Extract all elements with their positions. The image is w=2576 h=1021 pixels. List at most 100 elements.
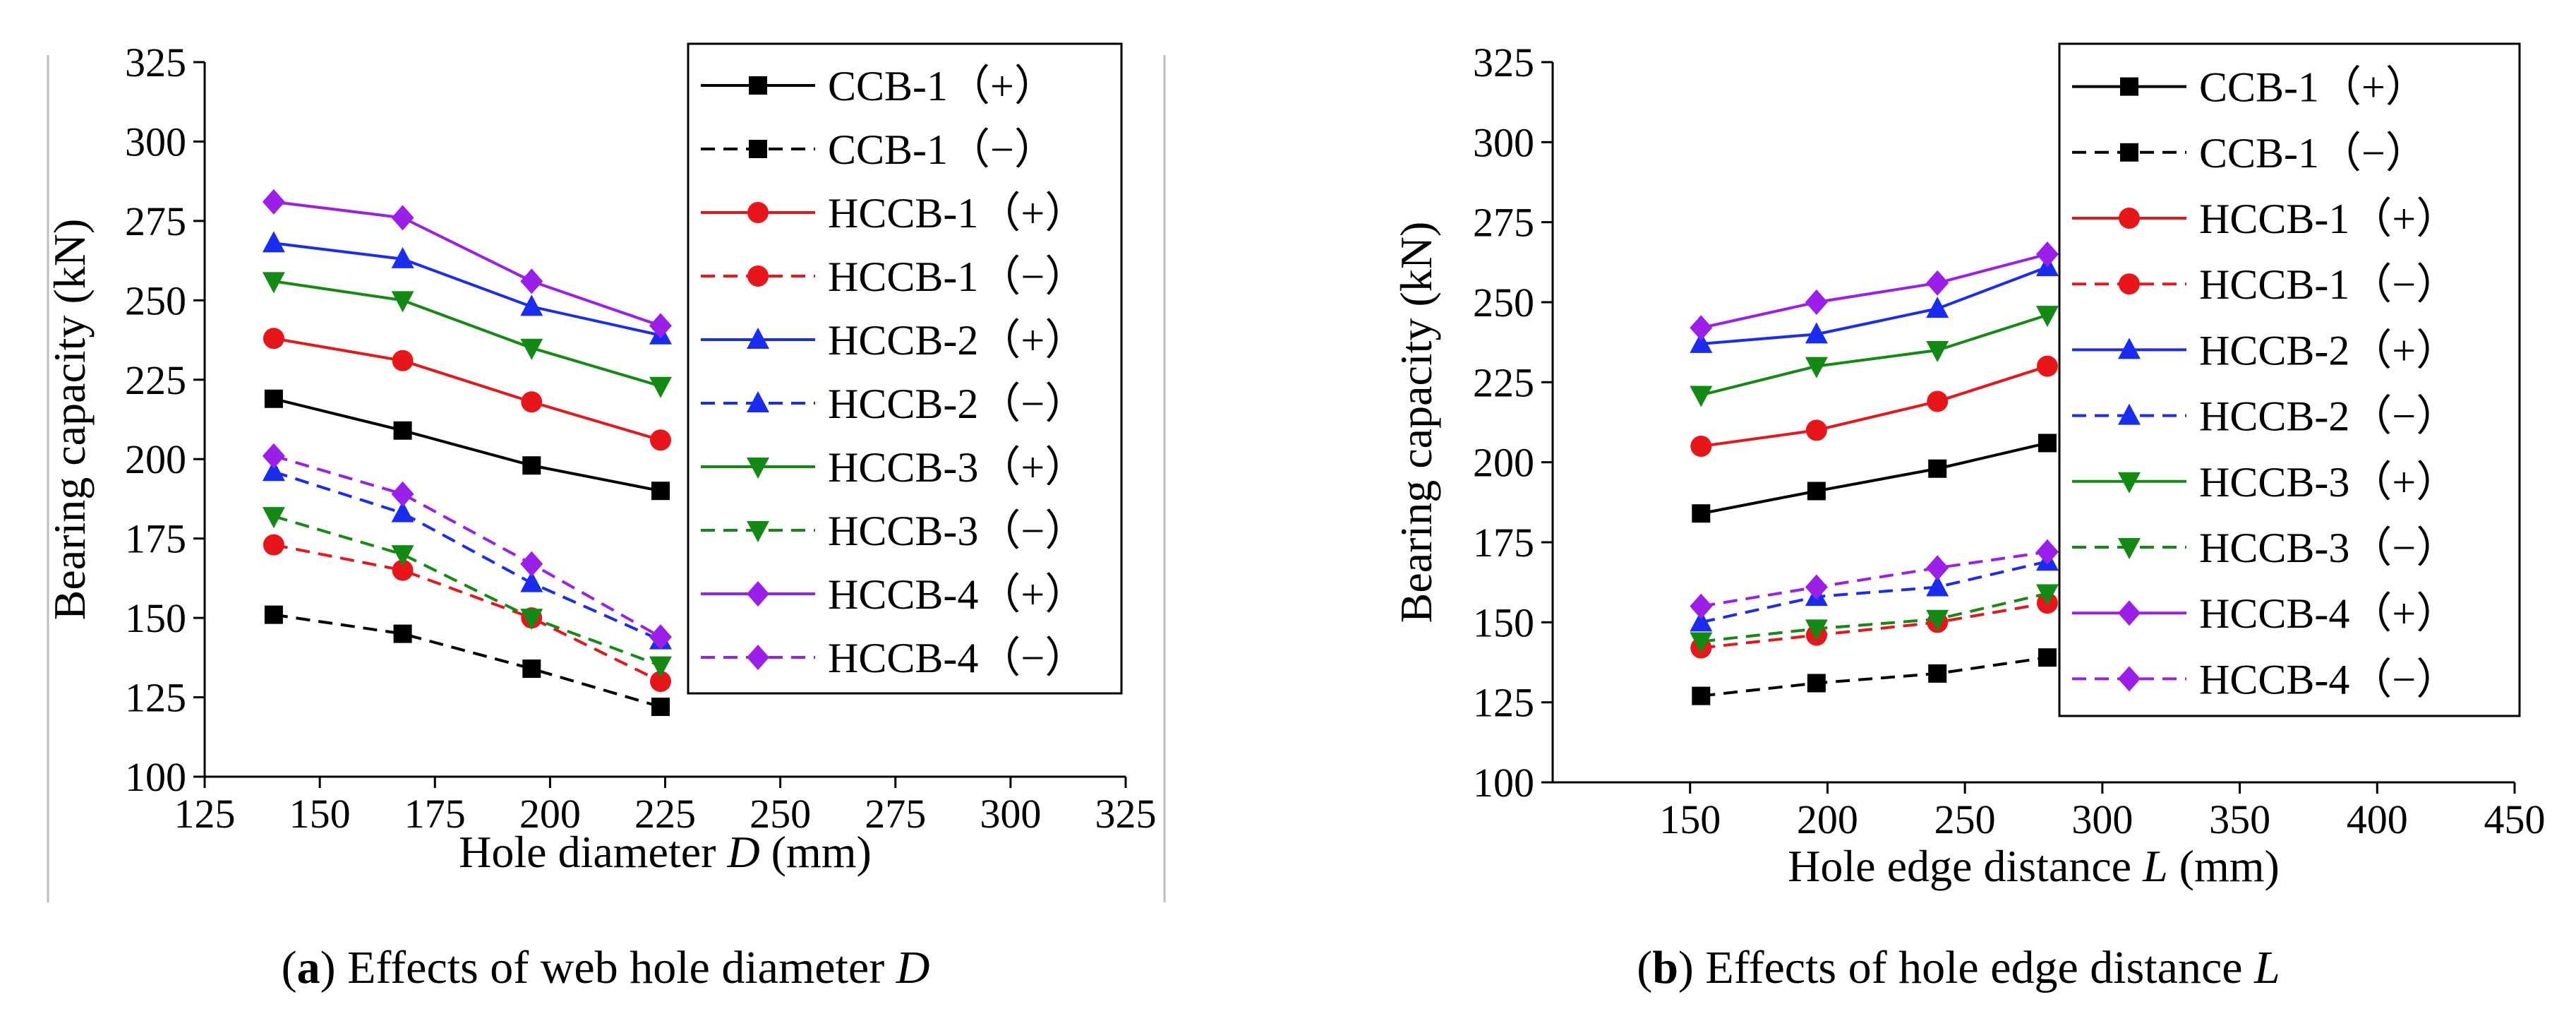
panel-a-x-axis-label-text: Hole diameter	[459, 827, 727, 877]
panel-b-data-point	[1926, 297, 1949, 318]
panel-b-data-point	[1928, 664, 1947, 683]
panel-a-data-point	[262, 507, 285, 529]
panel-b-data-point	[1926, 341, 1949, 362]
panel-b-data-point	[2035, 584, 2059, 606]
panel-b-legend-marker	[2118, 666, 2141, 692]
panel-a-legend-label: HCCB-2（+）	[828, 317, 1087, 364]
panel-a-x-axis-label: Hole diameter D (mm)	[459, 827, 872, 877]
panel-b-legend-marker	[2119, 208, 2140, 229]
panel-a-data-point	[649, 376, 672, 398]
panel-a-y-axis-label: Bearing capacity (kN)	[44, 219, 95, 621]
panel-b-legend-label: CCB-1（−）	[2199, 130, 2428, 177]
panel-b-x-tick-label: 200	[1797, 796, 1858, 842]
panel-a-legend-marker	[747, 265, 769, 287]
panel-a-legend-marker	[747, 328, 769, 349]
panel-b-data-point	[2036, 355, 2058, 377]
panel-b-x-axis-label-unit: (mm)	[2168, 841, 2280, 891]
panel-a-data-point	[263, 328, 284, 350]
panel-b-data-point	[1692, 686, 1711, 705]
panel-a-data-point	[392, 350, 414, 371]
panel-b-legend-marker	[2120, 77, 2138, 96]
panel-a-data-point	[522, 456, 541, 475]
panel-a-legend-marker	[747, 581, 769, 607]
panel-a-series-line	[273, 543, 661, 683]
panel-a-data-point	[649, 624, 672, 650]
panel-a-y-tick-label: 150	[125, 595, 186, 641]
panel-b-y-tick-label: 175	[1473, 520, 1534, 566]
panel-a-data-point	[264, 605, 283, 624]
panel-a-legend-marker	[749, 76, 767, 95]
panel-b-series-line	[1701, 656, 2048, 698]
panel-a-y-tick-label: 100	[125, 754, 186, 800]
panel-b-y-tick-label: 125	[1473, 680, 1534, 726]
panel-a-caption: (a) Effects of web hole diameter D	[282, 942, 930, 993]
panel-b-y-axis-label: Bearing capacity (kN)	[1391, 222, 1441, 623]
panel-b-data-point	[1927, 390, 1949, 412]
panel-a-data-point	[649, 656, 672, 678]
panel-a-data-point	[391, 545, 414, 567]
panel-a-y-tick-label: 275	[125, 198, 186, 244]
panel-b-legend-marker	[2118, 403, 2141, 425]
panel-a-x-axis-label-unit: (mm)	[760, 827, 872, 877]
panel-b-y-tick-label: 200	[1473, 440, 1534, 486]
panel-b-data-point	[2038, 434, 2057, 453]
panel-b-y-tick-label: 150	[1473, 599, 1534, 645]
panel-b-chart: 100 125 150 175 200 225 250 275 300 325 150 200 250 3…	[1391, 40, 2546, 891]
panel-b-legend-marker	[2118, 338, 2141, 359]
panel-b-legend-label: HCCB-2（−）	[2199, 393, 2458, 440]
panel-a-data-point	[520, 551, 543, 577]
panel-b-legend-label: HCCB-3（−）	[2199, 525, 2458, 571]
panel-a-data-point	[391, 291, 414, 313]
panel-b-y-tick-label: 100	[1473, 760, 1534, 806]
panel-b-legend-marker	[2118, 472, 2141, 494]
panel-b-x-tick-label: 350	[2209, 796, 2270, 842]
panel-a-legend-marker	[747, 521, 769, 542]
panel-a-data-point	[393, 624, 412, 643]
panel-a-data-point	[391, 205, 414, 231]
panel-b-data-point	[1926, 575, 1949, 597]
panel-a-y-tick-label: 200	[125, 436, 186, 482]
panel-a-x-tick-label: 300	[980, 791, 1041, 837]
panel-a-legend-label: HCCB-4（−）	[828, 635, 1087, 681]
panel-b-series-line	[1700, 550, 2048, 608]
panel-b-x-axis-label: Hole edge distance L (mm)	[1788, 841, 2280, 891]
panel-b-data-point	[1690, 315, 1713, 341]
panel-a-data-point	[651, 698, 670, 717]
panel-b-data-point	[1805, 619, 1828, 641]
panel-b-data-point	[1805, 419, 1827, 441]
panel-b-data-point	[1805, 322, 1828, 344]
panel-b-data-point	[1807, 482, 1826, 501]
panel-a-legend-label: HCCB-3（+）	[828, 444, 1087, 491]
panel-b-data-point	[1928, 459, 1947, 478]
panel-b-legend-label: HCCB-1（−）	[2199, 261, 2458, 308]
panel-b-x-tick-label: 250	[1934, 796, 1996, 842]
panel-a-series-line	[273, 397, 661, 493]
panel-a-data-point	[262, 231, 285, 253]
panel-a-caption-var: D	[896, 942, 930, 993]
panel-a-legend-label: CCB-1（+）	[828, 63, 1057, 109]
panel-a-data-point	[520, 609, 543, 631]
panel-a-data-point	[520, 268, 543, 294]
panel-b-x-axis-label-var: L	[2142, 841, 2168, 891]
panel-a-series-line	[273, 280, 661, 388]
panel-b-series-line	[1700, 441, 2048, 515]
panel-b-x-tick-label: 300	[2071, 796, 2133, 842]
panel-b-data-point	[2035, 539, 2059, 565]
panel-b-data-point	[1690, 331, 1713, 353]
panel-b-y-tick-label: 300	[1473, 119, 1534, 165]
panel-b-data-point	[1805, 574, 1828, 600]
panel-a-caption-label: a	[297, 942, 320, 993]
panel-b-data-point	[1692, 504, 1711, 523]
panel-b-legend-marker	[2119, 273, 2140, 295]
panel-a-series-line	[273, 515, 661, 667]
panel-a-data-point	[522, 659, 541, 679]
panel-a-legend-marker	[747, 202, 769, 223]
panel-a-series-line	[273, 241, 661, 337]
panel-a-data-point	[262, 460, 285, 482]
panel-a-x-tick-label: 125	[174, 791, 236, 837]
panel-a-data-point	[520, 338, 543, 360]
panel-b-data-point	[1690, 386, 1713, 407]
panel-a-legend-label: HCCB-1（+）	[828, 190, 1087, 237]
panel-b-y-tick-label: 275	[1473, 200, 1534, 246]
